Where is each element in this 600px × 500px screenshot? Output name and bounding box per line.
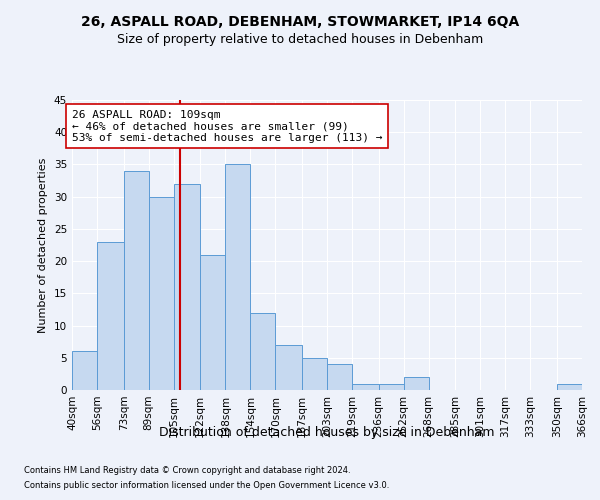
Bar <box>275 345 302 390</box>
Bar <box>72 352 97 390</box>
Bar <box>557 384 582 390</box>
Text: 26 ASPALL ROAD: 109sqm
← 46% of detached houses are smaller (99)
53% of semi-det: 26 ASPALL ROAD: 109sqm ← 46% of detached… <box>72 110 383 143</box>
Text: Distribution of detached houses by size in Debenham: Distribution of detached houses by size … <box>159 426 495 439</box>
Bar <box>97 242 124 390</box>
Text: Contains HM Land Registry data © Crown copyright and database right 2024.: Contains HM Land Registry data © Crown c… <box>24 466 350 475</box>
Text: 26, ASPALL ROAD, DEBENHAM, STOWMARKET, IP14 6QA: 26, ASPALL ROAD, DEBENHAM, STOWMARKET, I… <box>81 15 519 29</box>
Bar <box>327 364 352 390</box>
Bar <box>149 196 173 390</box>
Text: Contains public sector information licensed under the Open Government Licence v3: Contains public sector information licen… <box>24 481 389 490</box>
Bar <box>250 312 275 390</box>
Text: Size of property relative to detached houses in Debenham: Size of property relative to detached ho… <box>117 32 483 46</box>
Bar <box>200 254 226 390</box>
Bar <box>379 384 404 390</box>
Bar <box>404 377 428 390</box>
Y-axis label: Number of detached properties: Number of detached properties <box>38 158 49 332</box>
Bar <box>226 164 250 390</box>
Bar <box>352 384 379 390</box>
Bar <box>173 184 200 390</box>
Bar <box>124 171 149 390</box>
Bar <box>302 358 327 390</box>
